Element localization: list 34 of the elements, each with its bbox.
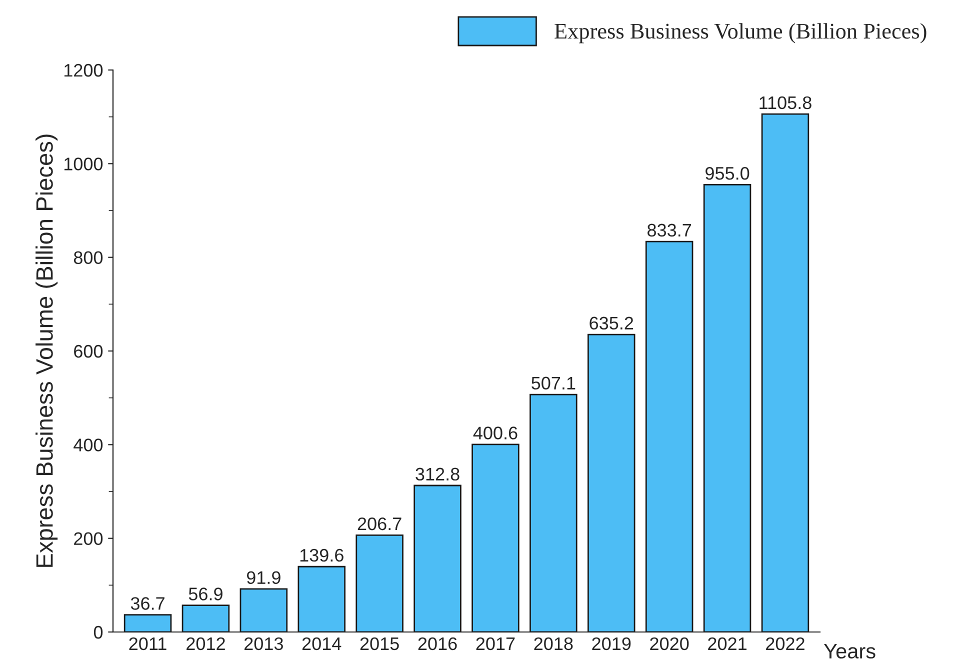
- x-tick-label: 2011: [129, 637, 166, 650]
- data-label: 507.1: [532, 376, 576, 390]
- data-label: 833.7: [648, 224, 692, 237]
- data-label: 635.2: [590, 316, 634, 330]
- data-label: 139.6: [300, 548, 344, 562]
- x-tick-label: 2016: [418, 637, 457, 650]
- y-tick-label: 1200: [64, 64, 103, 77]
- data-label: 955.0: [706, 167, 750, 180]
- x-tick-label: 2015: [360, 637, 399, 650]
- legend-label: Express Business Volume (Billion Pieces): [554, 23, 926, 44]
- data-label: 56.9: [188, 588, 222, 600]
- data-label: 206.7: [358, 517, 402, 530]
- x-tick-label: 2022: [766, 637, 804, 650]
- data-label: 36.7: [130, 597, 164, 610]
- y-tick-label: 1000: [64, 158, 103, 170]
- y-tick-label: 800: [74, 251, 103, 264]
- y-tick-label: 200: [74, 532, 103, 546]
- x-tick-label: 2012: [186, 637, 225, 650]
- x-tick-label: 2014: [302, 637, 342, 650]
- x-tick-label: 2018: [534, 637, 573, 650]
- x-tick-label: 2013: [244, 637, 283, 650]
- y-tick-label: 0: [94, 626, 103, 639]
- y-tick-label: 600: [74, 344, 103, 358]
- x-axis-title: Years: [824, 644, 876, 659]
- y-axis-title: Express Business Volume (Billion Pieces): [36, 134, 58, 567]
- data-label: 312.8: [416, 468, 460, 481]
- data-label: 91.9: [246, 571, 280, 584]
- data-label: 1105.8: [760, 96, 812, 110]
- x-tick-label: 2020: [650, 637, 689, 650]
- data-label: 400.6: [473, 426, 518, 440]
- x-tick-label: 2021: [708, 637, 746, 650]
- y-tick-label: 400: [74, 438, 103, 452]
- x-tick-label: 2017: [476, 637, 515, 650]
- x-tick-label: 2019: [592, 637, 631, 650]
